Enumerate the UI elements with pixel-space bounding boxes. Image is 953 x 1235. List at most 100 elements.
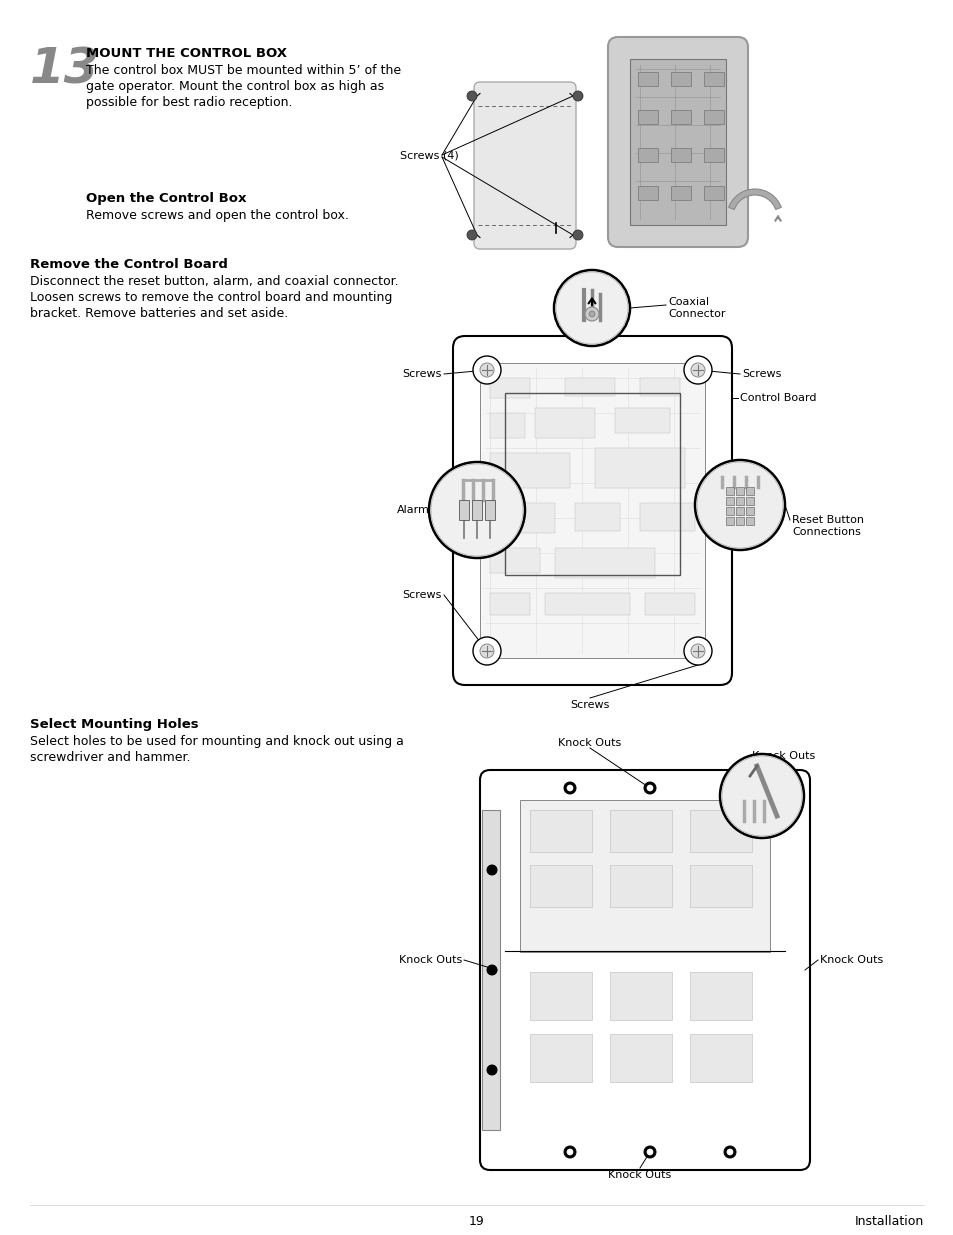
Circle shape [566,1149,573,1155]
Bar [725,496,733,505]
Circle shape [683,356,711,384]
Text: Screws: Screws [741,369,781,379]
Text: MOUNT THE CONTROL BOX: MOUNT THE CONTROL BOX [86,47,287,61]
Text: Knock Outs: Knock Outs [751,751,815,761]
Text: 19: 19 [469,1215,484,1228]
Bar [745,517,753,525]
Circle shape [720,755,803,839]
Text: Screws: Screws [402,590,441,600]
Text: Remove the Control Board: Remove the Control Board [30,258,228,270]
Text: Connector: Connector [667,309,724,319]
Bar [689,810,751,852]
Circle shape [584,308,598,321]
Bar [670,110,690,124]
Bar [490,378,530,398]
Bar [639,378,679,396]
Bar [575,503,619,531]
Text: Knock Outs: Knock Outs [398,955,461,965]
Bar [703,148,723,162]
Bar [703,110,723,124]
Bar [481,810,499,1130]
Circle shape [473,637,500,664]
Bar [703,72,723,86]
Circle shape [473,356,500,384]
Bar [638,110,658,124]
Circle shape [467,91,476,101]
Bar [490,412,524,438]
Circle shape [573,91,582,101]
Bar [689,1034,751,1082]
Bar [484,500,495,520]
Text: Installation: Installation [854,1215,923,1228]
Bar [555,548,655,578]
Circle shape [573,230,582,240]
Circle shape [683,637,711,664]
Bar [479,363,704,658]
Bar [609,972,671,1020]
Text: Open the Control Box: Open the Control Box [86,191,246,205]
Bar [670,72,690,86]
Text: possible for best radio reception.: possible for best radio reception. [86,96,293,109]
Bar [609,810,671,852]
Bar [472,500,481,520]
Circle shape [556,272,627,345]
Text: Select holes to be used for mounting and knock out using a: Select holes to be used for mounting and… [30,735,403,748]
Bar [670,148,690,162]
Bar [564,378,615,396]
Bar [458,500,469,520]
Bar [638,186,658,200]
Bar [544,593,629,615]
Bar [530,1034,592,1082]
Text: Screws: Screws [570,700,609,710]
Bar [609,864,671,906]
Bar [725,517,733,525]
Wedge shape [728,189,781,210]
Text: Knock Outs: Knock Outs [558,739,621,748]
FancyBboxPatch shape [607,37,747,247]
Bar [615,408,669,433]
Circle shape [467,230,476,240]
Bar [735,487,743,495]
FancyBboxPatch shape [474,82,576,249]
Bar [638,72,658,86]
Bar [530,864,592,906]
Text: Disconnect the reset button, alarm, and coaxial connector.: Disconnect the reset button, alarm, and … [30,275,398,288]
Bar [644,593,695,615]
Circle shape [695,459,784,550]
Bar [689,972,751,1020]
Bar [638,148,658,162]
Bar [595,448,684,488]
Text: Reset Button: Reset Button [791,515,863,525]
Text: Loosen screws to remove the control board and mounting: Loosen screws to remove the control boar… [30,291,392,304]
Bar [703,186,723,200]
Circle shape [690,363,704,377]
Bar [689,864,751,906]
Circle shape [721,756,801,836]
Circle shape [726,1149,732,1155]
Text: bracket. Remove batteries and set aside.: bracket. Remove batteries and set aside. [30,308,288,320]
Circle shape [563,782,576,794]
Text: Screws (4): Screws (4) [399,149,458,161]
Text: Connections: Connections [791,527,860,537]
Circle shape [723,1146,735,1158]
Bar [530,810,592,852]
Bar [490,503,555,534]
Circle shape [566,785,573,790]
Circle shape [486,864,497,876]
Text: Knock Outs: Knock Outs [608,1170,671,1179]
Bar [670,186,690,200]
Bar [735,508,743,515]
Circle shape [697,462,782,548]
Circle shape [486,965,497,974]
Bar [535,408,595,438]
Bar [519,800,769,952]
Bar [725,508,733,515]
Circle shape [479,643,494,658]
Bar [735,496,743,505]
FancyBboxPatch shape [479,769,809,1170]
Text: gate operator. Mount the control box as high as: gate operator. Mount the control box as … [86,80,384,93]
Text: screwdriver and hammer.: screwdriver and hammer. [30,751,191,764]
Circle shape [486,1065,497,1074]
Bar [735,517,743,525]
Circle shape [646,1149,652,1155]
